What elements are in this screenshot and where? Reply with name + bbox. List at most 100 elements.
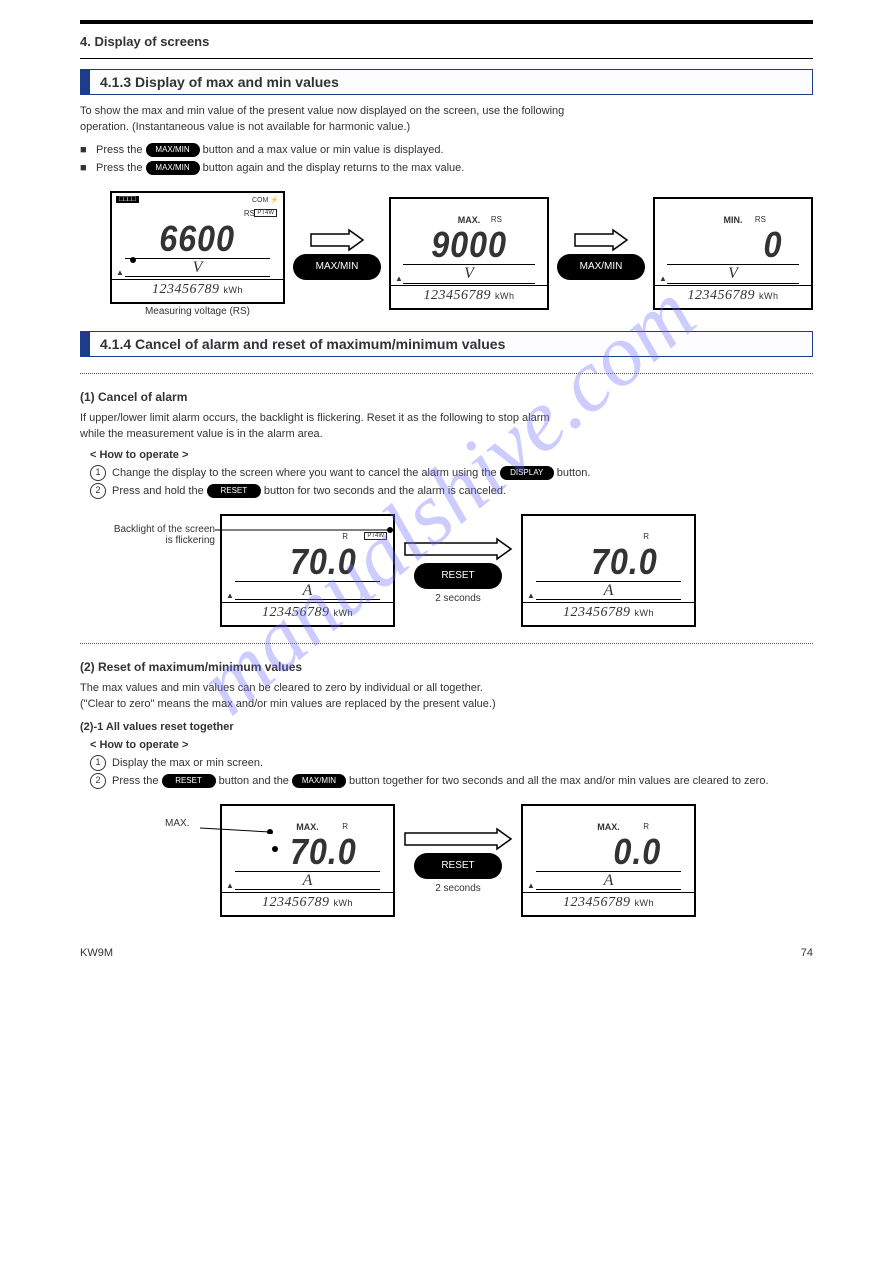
arrow: RESET 2 seconds	[403, 537, 513, 604]
dotted-separator	[80, 643, 813, 644]
arrow: RESET 2 seconds	[403, 827, 513, 894]
section1-diagram: □□□□COM ⚡ RS PT4W 6600 V ▲ 123456789 kWh…	[110, 191, 813, 317]
callout-label: Backlight of the screenis flickering	[85, 524, 215, 546]
arrow-caption: 2 seconds	[435, 593, 481, 604]
lcd-r-label: R	[643, 822, 649, 831]
tri-icon: ▲	[659, 274, 667, 283]
lcd-value: 70.0	[258, 831, 356, 873]
arrow-icon	[573, 228, 629, 252]
step-number-icon: 1	[90, 755, 106, 771]
sub2a-heading: (2)-1 All values reset together	[80, 721, 813, 733]
step-number-icon: 1	[90, 465, 106, 481]
section1-bullet-1: ■ Press the MAX/MIN button and a max val…	[80, 142, 813, 159]
section1-intro: To show the max and min value of the pre…	[80, 103, 813, 136]
lcd-rs-label: RS	[244, 209, 255, 218]
bullet-text: Press the MAX/MIN button and a max value…	[96, 142, 444, 159]
sub1-text: If upper/lower limit alarm occurs, the b…	[80, 410, 813, 443]
arrow-caption: 2 seconds	[435, 883, 481, 894]
dotted-separator	[80, 373, 813, 374]
arrow-icon	[403, 827, 513, 851]
lcd-rs-label: RS	[755, 215, 766, 224]
footer: KW9M 74	[80, 947, 813, 959]
lcd-value: 6600	[160, 218, 236, 260]
sub-heading-cancel: (1) Cancel of alarm	[80, 390, 813, 404]
operate-title: < How to operate >	[90, 739, 813, 751]
arrow: MAX/MIN	[293, 228, 381, 280]
lcd-unit: V	[403, 264, 536, 284]
lcd-kwh: 123456789 kWh	[222, 892, 393, 915]
tri-icon: ▲	[395, 274, 403, 283]
lcd-panel: MAX. R 0.0 A ▲ 123456789 kWh	[521, 804, 696, 917]
step-2: 2 Press and hold the RESET button for tw…	[90, 483, 813, 500]
section-title-maxmin-display: 4.1.3 Display of max and min values	[80, 69, 813, 95]
step-number-icon: 2	[90, 483, 106, 499]
lcd-unit: A	[235, 871, 380, 891]
sub1-diagram: Backlight of the screenis flickering R P…	[220, 514, 813, 627]
lcd-kwh: 123456789 kWh	[655, 285, 811, 308]
bullet-icon: ■	[80, 160, 96, 177]
callout-label: MAX.	[165, 818, 189, 829]
lcd-unit: A	[536, 581, 681, 601]
maxmin-inline-button[interactable]: MAX/MIN	[146, 161, 200, 175]
step-number-icon: 2	[90, 773, 106, 789]
lcd-value: 70.0	[559, 541, 657, 583]
step-text: Press and hold the RESET button for two …	[112, 483, 506, 500]
operate-title: < How to operate >	[90, 449, 813, 461]
lcd-kwh: 123456789 kWh	[222, 602, 393, 625]
lcd-panel: MAX. R 70.0 A ▲ 123456789 kWh	[220, 804, 395, 917]
lcd-panel: R PT4W 70.0 A ▲ 123456789 kWh	[220, 514, 395, 627]
reset-button[interactable]: RESET	[414, 853, 502, 879]
arrow-icon	[309, 228, 365, 252]
sub2-text: The max values and min values can be cle…	[80, 680, 813, 713]
page-header: 4. Display of screens	[80, 32, 813, 52]
step-text: Change the display to the screen where y…	[112, 465, 590, 482]
lcd-unit: A	[536, 871, 681, 891]
arrow-icon	[403, 537, 513, 561]
sub2-diagram: MAX. MAX. R 70.0 A ▲ 123456789 kWh RESET…	[220, 804, 813, 917]
bullet-icon: ■	[80, 142, 96, 159]
top-rule	[80, 20, 813, 24]
bullet-text: Press the MAX/MIN button again and the d…	[96, 160, 464, 177]
step-text: Press the RESET button and the MAX/MIN b…	[112, 773, 769, 790]
section1-bullet-2: ■ Press the MAX/MIN button again and the…	[80, 160, 813, 177]
maxmin-button[interactable]: MAX/MIN	[557, 254, 645, 280]
maxmin-inline-button[interactable]: MAX/MIN	[146, 143, 200, 157]
lcd-kwh: 123456789 kWh	[391, 285, 547, 308]
lcd-r-label: R	[643, 532, 649, 541]
lcd-r-label: R	[342, 532, 348, 541]
lcd-unit: V	[667, 264, 800, 284]
lcd-value: 70.0	[258, 541, 356, 583]
step-2: 2 Press the RESET button and the MAX/MIN…	[90, 773, 813, 790]
lcd-panel: R 70.0 A ▲ 123456789 kWh	[521, 514, 696, 627]
lcd-panel: MAX. RS 9000 V ▲ 123456789 kWh	[389, 197, 549, 310]
reset-button[interactable]: RESET	[162, 774, 216, 788]
lcd-panel: MIN. RS 0 V ▲ 123456789 kWh	[653, 197, 813, 310]
lcd-pt4w: PT4W	[364, 532, 387, 540]
reset-button[interactable]: RESET	[414, 563, 502, 589]
lcd-rs-label: RS	[491, 215, 502, 224]
lcd-pt4w: PT4W	[254, 209, 277, 217]
tri-icon: ▲	[116, 268, 124, 277]
arrow: MAX/MIN	[557, 228, 645, 280]
header-underline	[80, 58, 813, 59]
lcd-value: 0	[683, 224, 783, 266]
lcd-panel: □□□□COM ⚡ RS PT4W 6600 V ▲ 123456789 kWh…	[110, 191, 285, 317]
section-title-cancel-reset: 4.1.4 Cancel of alarm and reset of maxim…	[80, 331, 813, 357]
display-button[interactable]: DISPLAY	[500, 466, 554, 480]
lcd-caption: Measuring voltage (RS)	[110, 306, 285, 317]
step-1: 1 Change the display to the screen where…	[90, 465, 813, 482]
maxmin-button[interactable]: MAX/MIN	[293, 254, 381, 280]
lcd-unit: A	[235, 581, 380, 601]
reset-button[interactable]: RESET	[207, 484, 261, 498]
tri-icon: ▲	[226, 881, 234, 890]
step-1: 1 Display the max or min screen.	[90, 755, 813, 772]
lcd-value: 0.0	[555, 831, 661, 873]
footer-model: KW9M	[80, 947, 113, 959]
tri-icon: ▲	[226, 591, 234, 600]
lcd-kwh: 123456789 kWh	[112, 279, 283, 302]
lcd-value: 9000	[431, 224, 507, 266]
maxmin-button[interactable]: MAX/MIN	[292, 774, 346, 788]
step-text: Display the max or min screen.	[112, 755, 263, 772]
lcd-unit: V	[125, 258, 270, 278]
sub-heading-reset: (2) Reset of maximum/minimum values	[80, 660, 813, 674]
